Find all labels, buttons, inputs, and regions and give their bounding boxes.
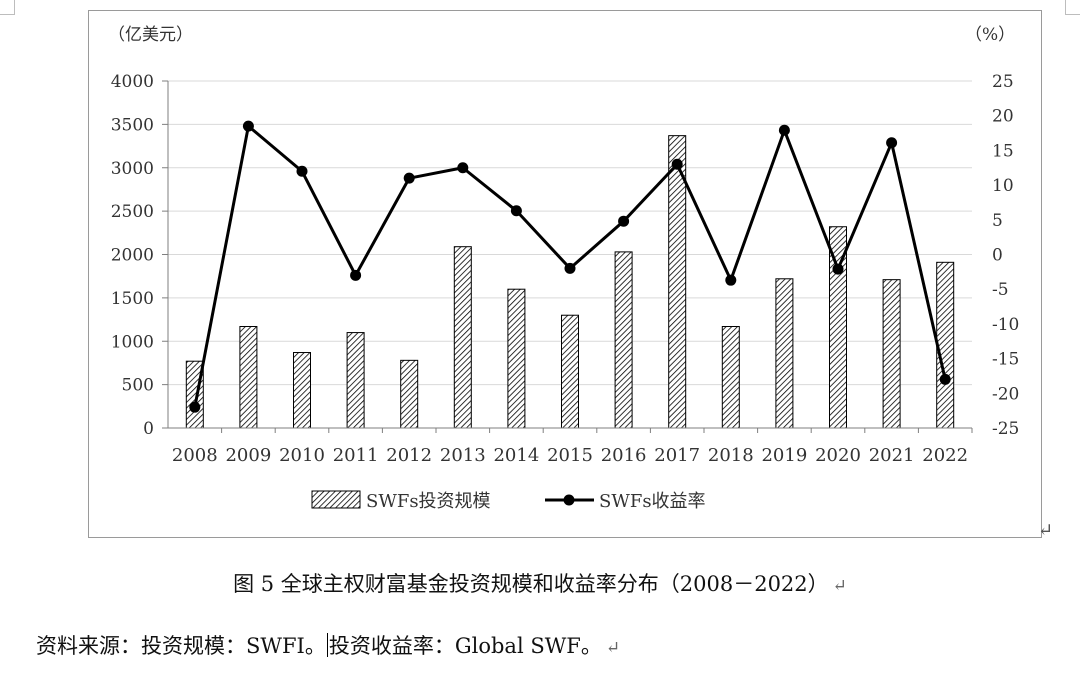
x-tick-label: 2011 <box>333 445 379 466</box>
return-point-2012 <box>403 172 415 184</box>
paragraph-return-mark: ↵ <box>1038 520 1054 541</box>
page-corner-mark <box>0 0 15 15</box>
legend-label-line: SWFs收益率 <box>599 491 706 512</box>
text-cursor <box>326 633 328 657</box>
x-tick-label: 2009 <box>225 445 271 466</box>
return-point-2013 <box>457 162 469 174</box>
return-point-2015 <box>564 262 576 274</box>
bar-2016 <box>614 251 633 429</box>
left-axis-unit-label: （亿美元） <box>108 25 193 45</box>
left-tick-label: 2000 <box>111 246 154 266</box>
x-tick-label: 2021 <box>869 445 915 466</box>
right-axis-unit-label: （%） <box>965 25 1015 45</box>
right-tick-label: 0 <box>992 246 1003 266</box>
x-tick-label: 2017 <box>654 445 700 466</box>
left-tick-label: 2500 <box>111 202 154 222</box>
return-point-2011 <box>350 269 362 281</box>
bar-2022 <box>936 261 955 429</box>
x-tick-label: 2008 <box>172 445 218 466</box>
right-tick-label: 20 <box>992 107 1014 127</box>
page-corner-mark <box>1065 0 1080 15</box>
return-point-2016 <box>618 215 630 227</box>
bar-2015 <box>561 314 579 429</box>
return-point-2021 <box>886 137 898 149</box>
left-tick-label: 0 <box>143 419 154 439</box>
bar-2019 <box>775 278 794 429</box>
bar-2014 <box>507 288 526 429</box>
legend-swatch-marker <box>563 494 575 506</box>
chart-frame <box>88 10 1042 538</box>
legend-swatch-bar <box>311 490 361 509</box>
x-tick-label: 2019 <box>761 445 807 466</box>
x-tick-label: 2016 <box>601 445 647 466</box>
bar-2011 <box>346 332 365 429</box>
right-tick-label: -25 <box>992 419 1019 439</box>
right-tick-label: -15 <box>992 350 1019 370</box>
return-point-2017 <box>671 158 683 170</box>
left-tick-label: 3500 <box>111 115 154 135</box>
legend-label-bar: SWFs投资规模 <box>366 491 491 512</box>
right-tick-label: -20 <box>992 384 1019 404</box>
left-tick-label: 500 <box>122 376 154 396</box>
source-note[interactable]: 资料来源：投资规模：SWFI。 投资收益率：Global SWF。 ↵ <box>36 630 620 660</box>
left-tick-label: 3000 <box>111 159 154 179</box>
x-tick-label: 2013 <box>440 445 486 466</box>
bar-2010 <box>293 352 311 429</box>
x-tick-label: 2012 <box>386 445 432 466</box>
right-tick-label: -10 <box>992 315 1019 335</box>
bar-2021 <box>882 279 901 429</box>
right-tick-label: -5 <box>992 280 1009 300</box>
left-tick-label: 1000 <box>111 332 154 352</box>
return-point-2020 <box>832 263 844 275</box>
caption-text: 图 5 全球主权财富基金投资规模和收益率分布（2008－2022） <box>233 572 829 596</box>
return-point-2014 <box>510 205 522 217</box>
x-tick-label: 2010 <box>279 445 325 466</box>
return-point-2009 <box>242 120 254 132</box>
chart: 0 500 1000 1500 2000 2500 3000 3500 4000 -25 -20 -1… <box>108 25 1019 512</box>
right-tick-label: 5 <box>992 211 1003 231</box>
x-tick-label: 2020 <box>815 445 861 466</box>
left-tick-label: 4000 <box>111 72 154 92</box>
left-tick-label: 1500 <box>111 289 154 309</box>
x-tick-label: 2015 <box>547 445 593 466</box>
x-tick-label: 2014 <box>493 445 539 466</box>
paragraph-return-mark: ↵ <box>605 638 621 658</box>
right-tick-label: 25 <box>992 72 1014 92</box>
return-point-2008 <box>189 401 201 413</box>
return-point-2019 <box>778 124 790 136</box>
x-tick-label: 2018 <box>708 445 754 466</box>
source-text-part2: 投资收益率：Global SWF。 <box>328 634 602 658</box>
figure-caption: 图 5 全球主权财富基金投资规模和收益率分布（2008－2022） ↵ <box>0 568 1080 598</box>
right-tick-label: 15 <box>992 141 1014 161</box>
source-text-part1: 资料来源：投资规模：SWFI。 <box>36 634 326 658</box>
bar-2009 <box>239 326 258 429</box>
return-point-2022 <box>939 373 951 385</box>
right-tick-label: 10 <box>992 176 1014 196</box>
return-point-2010 <box>296 165 308 177</box>
bar-2018 <box>721 326 740 429</box>
x-tick-label: 2022 <box>922 445 968 466</box>
return-point-2018 <box>725 274 737 286</box>
paragraph-return-mark: ↵ <box>832 576 847 596</box>
bar-2013 <box>453 246 472 429</box>
bar-2012 <box>400 359 419 429</box>
